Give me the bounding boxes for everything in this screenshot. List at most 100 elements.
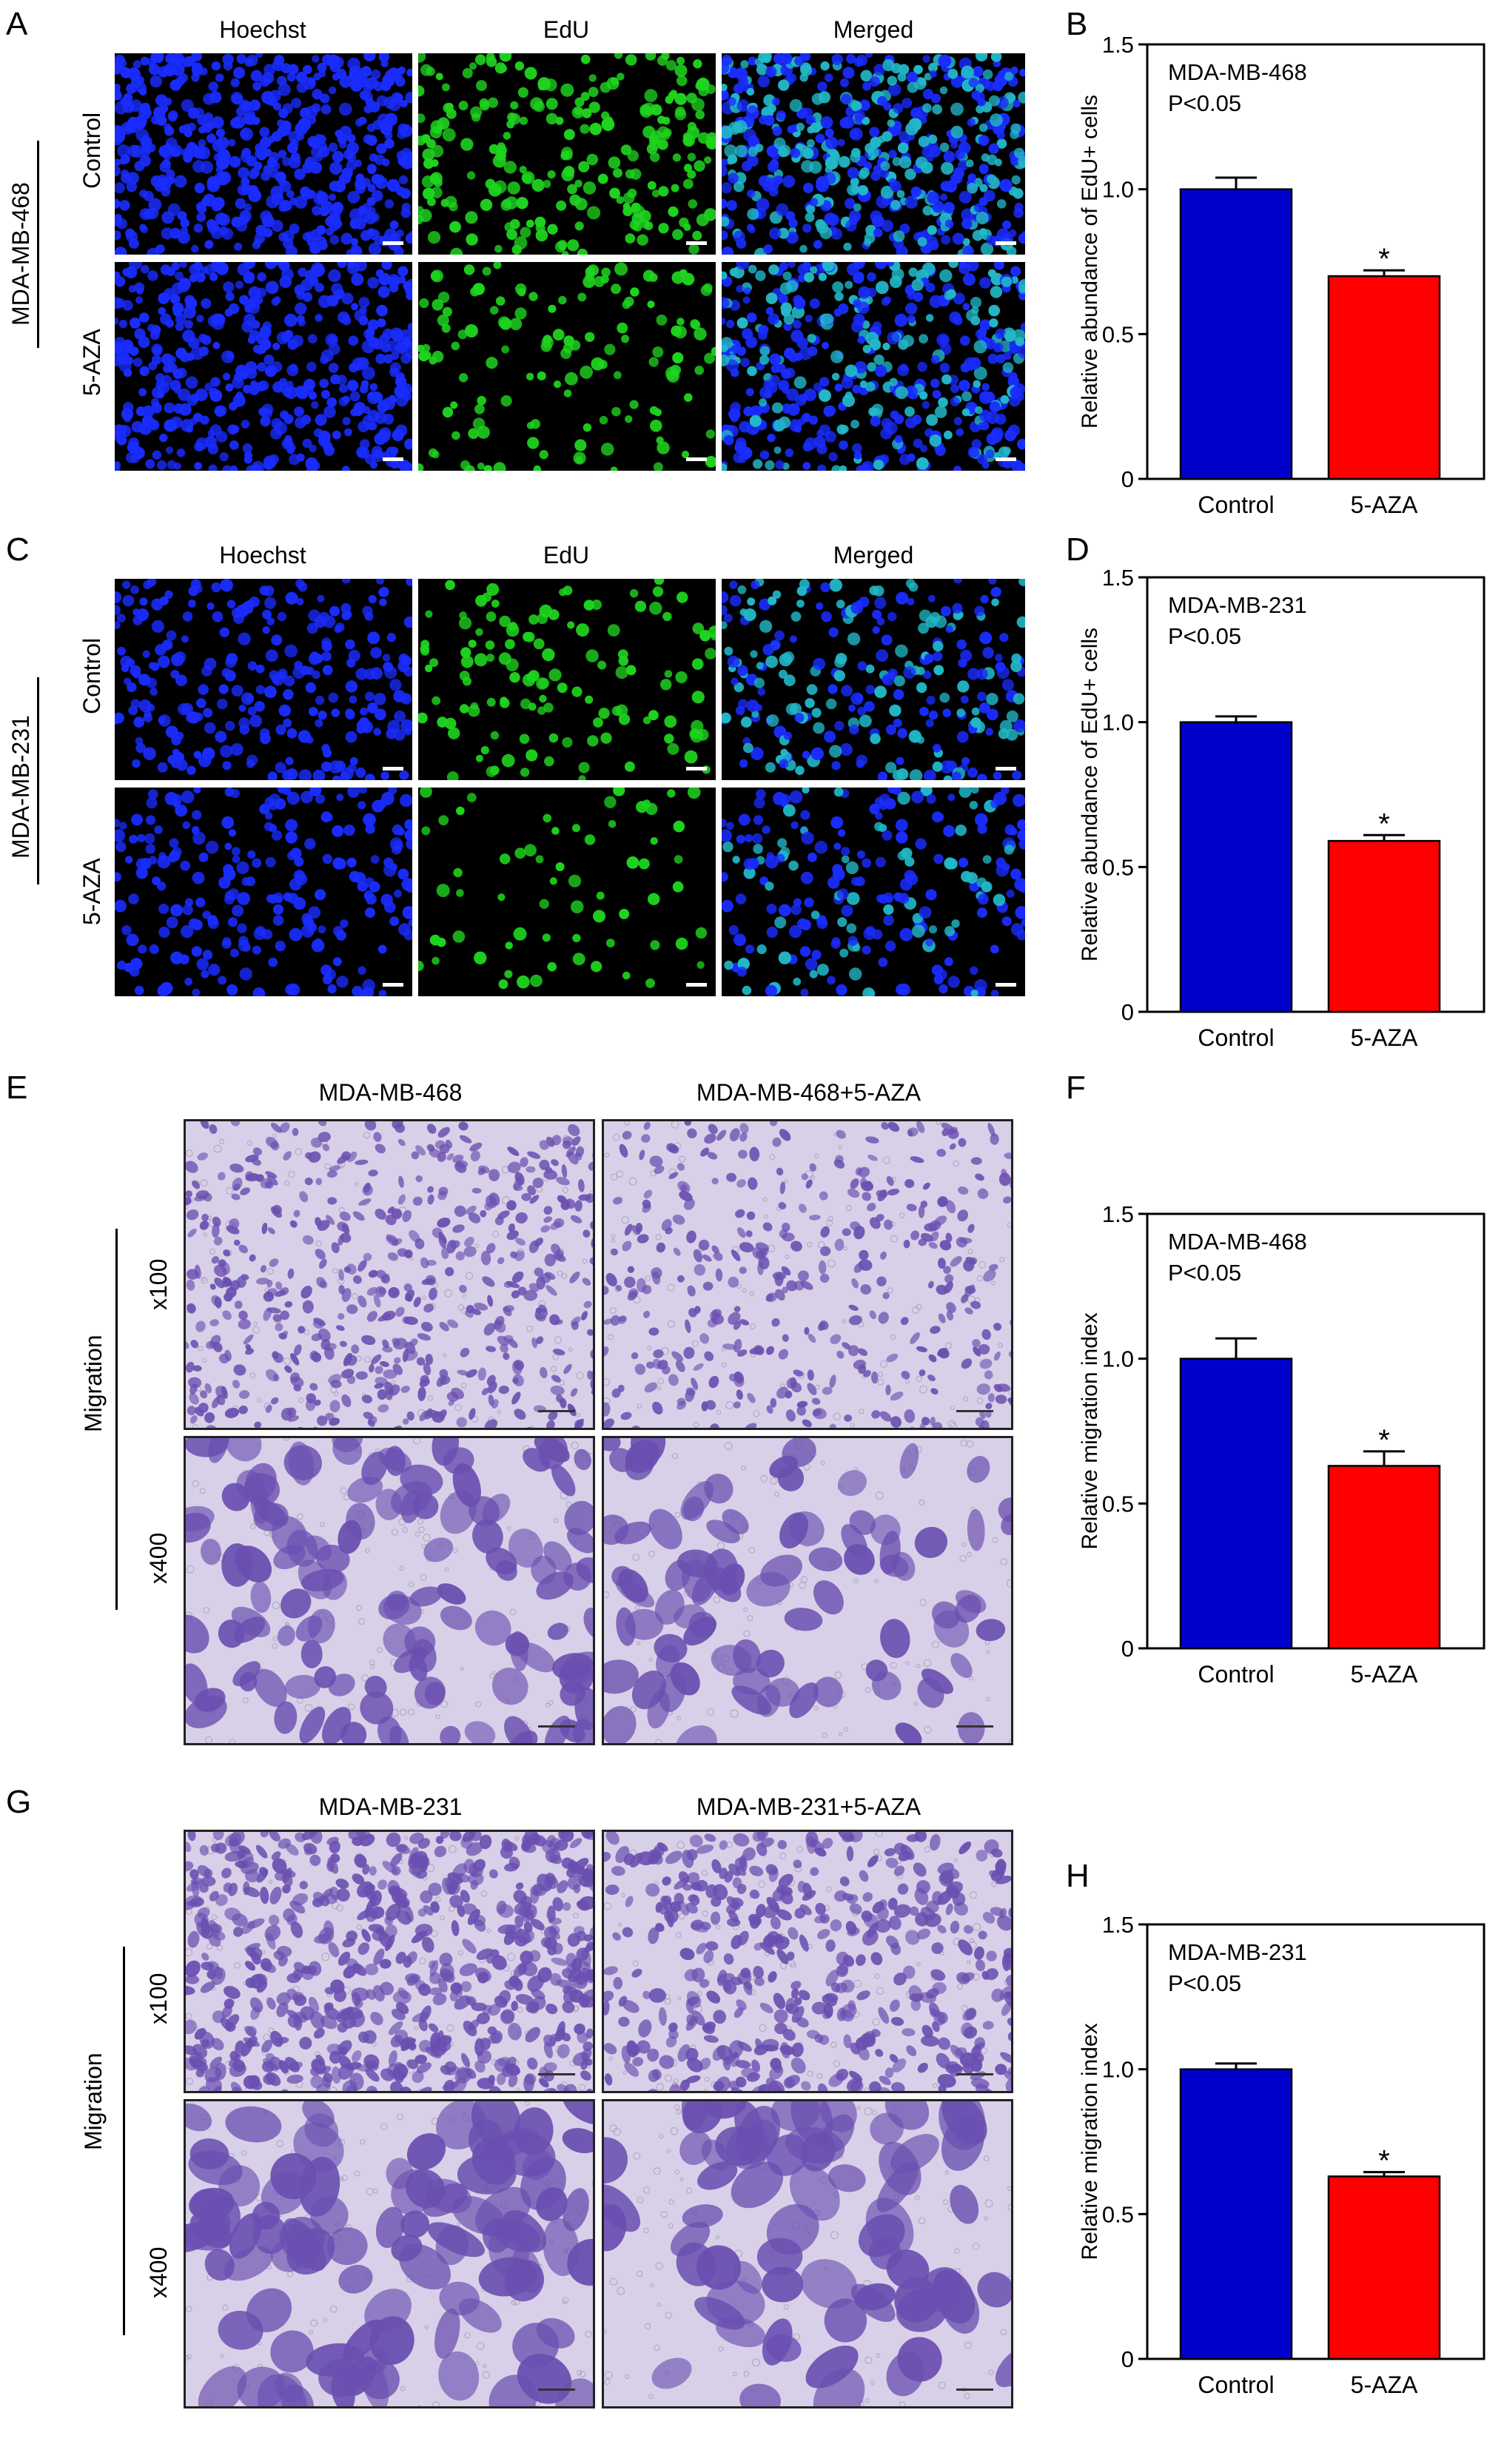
scale-bar [686,241,707,245]
significance-marker: * [1378,2145,1390,2178]
column-title-merged: Merged [833,542,914,568]
hoechst-image-tile [115,53,412,255]
chart-annotation: MDA-MB-231 [1168,1939,1307,1965]
column-title-merged: Merged [833,16,914,43]
panel-label-h: H [1066,1858,1090,1894]
plot-frame [1146,1923,1485,2360]
hoechst-image-tile [115,262,412,471]
migration-image-tile [602,1830,1013,2093]
scale-bar [383,457,403,461]
x-tick-label: Control [1198,1024,1274,1051]
bar-control [1179,1357,1293,1650]
column-title-untreated: MDA-MB-468 [318,1079,463,1106]
scale-bar [538,2389,575,2391]
merged-image-tile [722,262,1025,471]
scale-bar [538,1410,575,1412]
side-label-migration: Migration [80,2052,107,2150]
cell-line-label: MDA-MB-231 [7,715,34,859]
scale-bar [383,983,403,987]
row-label-5aza: 5-AZA [78,858,105,925]
row-label-control: Control [78,637,105,714]
scale-bar [996,983,1016,987]
scale-bar [956,1725,993,1728]
x-tick-label: Control [1198,491,1274,518]
migration-image-tile [602,1436,1013,1745]
scale-bar [686,457,707,461]
bar-chart-b: Relative abundance of EdU+ cells 0 0.5 1.0 1… [1081,32,1485,518]
significance-marker: * [1378,243,1390,275]
panel-label-a: A [6,6,28,42]
scale-bar [686,767,707,771]
merged-image-tile [722,53,1025,255]
merged-image-tile [722,788,1025,996]
y-tick-label: 0 [1121,999,1134,1025]
row-label-x100: x100 [145,1973,172,2024]
y-tick-label: 0.5 [1102,321,1134,347]
bar-control [1179,2068,1293,2360]
chart-annotation: MDA-MB-468 [1168,59,1307,85]
column-title-treated: MDA-MB-231+5-AZA [696,1793,921,1820]
bar-chart-f: Relative migration index 0 0.5 1.0 1.5 MDA-MB… [1081,1201,1485,1688]
scale-bar [956,2073,993,2075]
migration-image-tile [184,1830,595,2093]
scale-bar [538,1725,575,1728]
migration-image-tile [602,2099,1013,2408]
column-title-edu: EdU [543,16,590,43]
y-tick-label: 1.5 [1102,565,1134,591]
row-label-5aza: 5-AZA [78,329,105,396]
hoechst-image-tile [115,788,412,996]
row-label-x400: x400 [145,1532,172,1584]
panel-label-g: G [6,1784,32,1820]
x-tick-label: 5-AZA [1351,1661,1418,1688]
significance-marker: * [1378,808,1390,840]
y-tick-label: 0.5 [1102,2201,1134,2227]
edu-image-tile [418,579,716,780]
chart-annotation: P<0.05 [1168,90,1241,116]
migration-bracket [123,1947,125,2335]
cell-line-bracket [37,141,39,348]
x-tick-label: 5-AZA [1351,1024,1418,1051]
panel-label-f: F [1066,1070,1086,1106]
edu-image-tile [418,788,716,996]
merged-image-tile [722,579,1025,780]
chart-annotation: MDA-MB-231 [1168,592,1307,618]
y-axis-label: Relative migration index [1081,2023,1102,2260]
column-title-hoechst: Hoechst [219,16,306,43]
bar-control [1179,721,1293,1013]
panel-label-e: E [6,1070,28,1106]
edu-image-tile [418,53,716,255]
chart-annotation: P<0.05 [1168,1970,1241,1996]
y-axis-label: Relative abundance of EdU+ cells [1081,95,1102,429]
scale-bar [538,2073,575,2075]
bar-5-aza [1327,1465,1441,1650]
y-tick-label: 1.5 [1102,1201,1134,1227]
scale-bar [996,241,1016,245]
plot-frame [1146,1212,1485,1650]
y-tick-label: 1.0 [1102,2057,1134,2083]
edu-image-tile [418,262,716,471]
plot-frame [1146,576,1485,1013]
migration-image-tile [184,2099,595,2408]
x-tick-label: 5-AZA [1351,2371,1418,2398]
column-title-edu: EdU [543,542,590,568]
scale-bar [383,241,403,245]
bar-control [1179,188,1293,480]
significance-marker: * [1378,1424,1390,1457]
column-title-hoechst: Hoechst [219,542,306,568]
migration-image-tile [184,1436,595,1745]
panel-label-c: C [6,531,30,568]
migration-image-tile [184,1119,595,1430]
y-tick-label: 0.5 [1102,1491,1134,1517]
y-tick-label: 0 [1121,1636,1134,1662]
x-tick-label: Control [1198,1661,1274,1688]
y-tick-label: 1.0 [1102,710,1134,736]
cell-line-bracket [37,677,39,884]
panel-label-b: B [1066,6,1088,42]
bar-5-aza [1327,275,1441,480]
bar-5-aza [1327,839,1441,1013]
y-tick-label: 0 [1121,2346,1134,2372]
y-tick-label: 1.5 [1102,32,1134,58]
y-tick-label: 0.5 [1102,854,1134,880]
x-tick-label: Control [1198,2371,1274,2398]
chart-annotation: P<0.05 [1168,623,1241,649]
